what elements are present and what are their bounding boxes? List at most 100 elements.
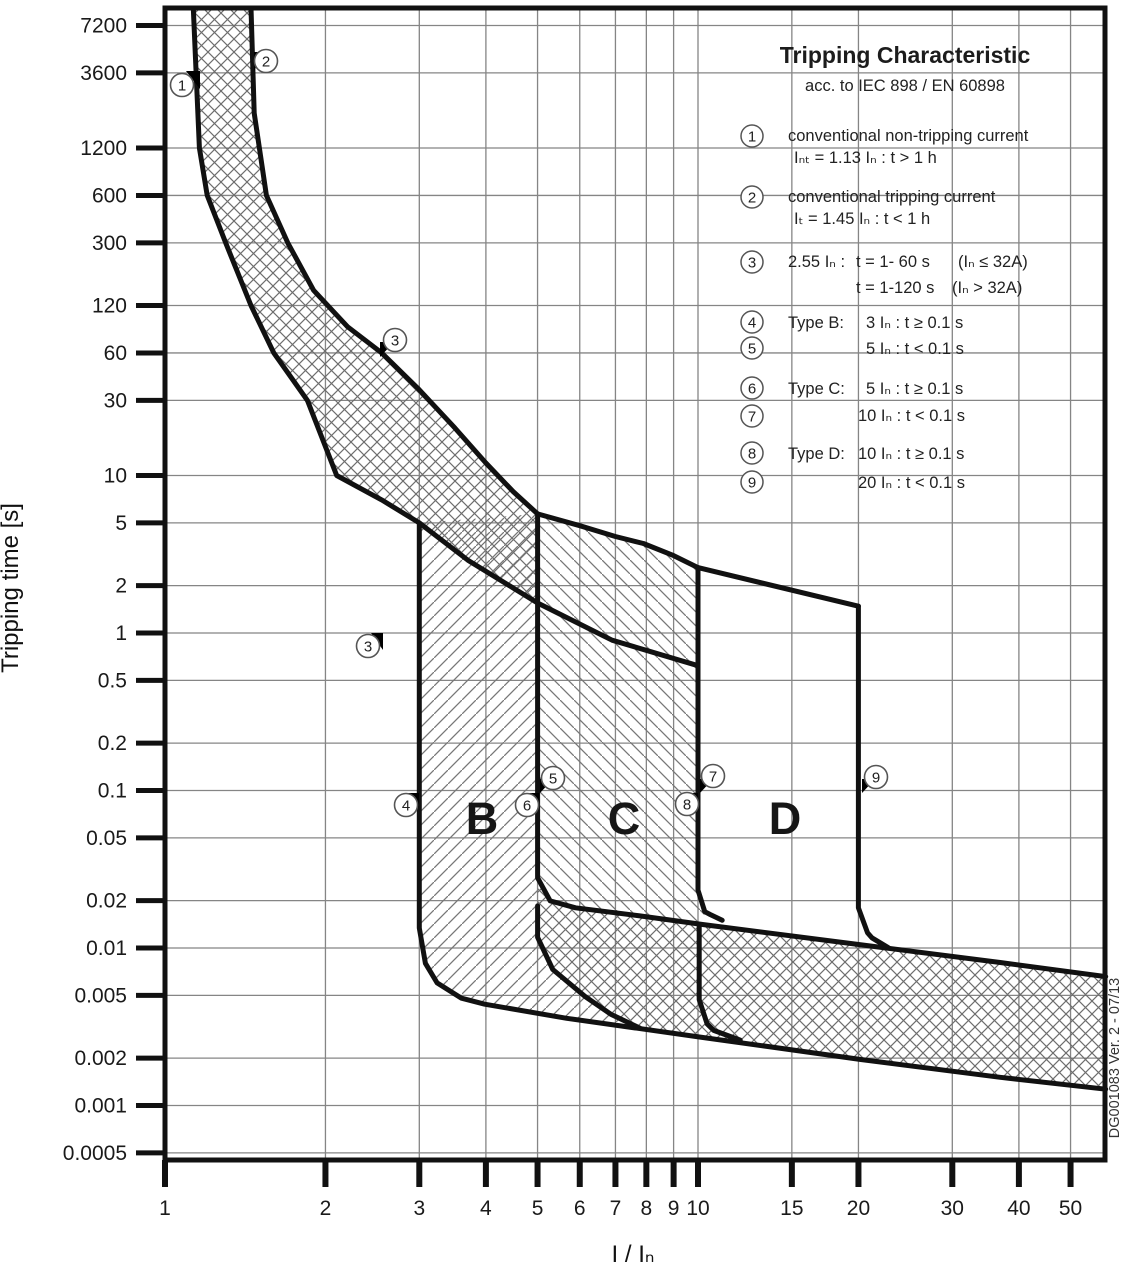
y-tick-label: 0.5 (98, 669, 127, 692)
marker-number-5: 5 (549, 771, 557, 788)
curve-thermal-upper-limit-1.45In-and-D-top (248, 5, 861, 609)
legend-circle-6 (740, 376, 764, 400)
legend-line-3: Iₜ = 1.45 Iₙ : t < 1 h (794, 210, 930, 228)
curve-thermal-lower-limit-1.13In (190, 5, 701, 669)
x-tick-label: 20 (847, 1197, 870, 1220)
x-tick-label: 4 (480, 1197, 492, 1220)
y-tick-label: 120 (92, 295, 127, 318)
y-tick-label: 600 (92, 184, 127, 207)
legend-line-1: Iₙₜ = 1.13 Iₙ : t > 1 h (794, 149, 937, 167)
axis-ticks (136, 22, 1074, 1187)
legend-number-6: 6 (748, 381, 756, 398)
legend-block: 1 2 3 4 5 6 7 8 9 conventional non-tripping curre… (740, 124, 1029, 494)
region-letters: B C D (466, 793, 802, 844)
y-tick-label: 60 (104, 342, 127, 365)
marker-circle-3 (382, 327, 408, 353)
legend-line-15: Type D: (788, 445, 845, 463)
legend-number-1: 1 (748, 129, 756, 146)
legend-number-3: 3 (748, 255, 756, 272)
marker-number-2: 2 (262, 54, 270, 71)
y-tick-label: 0.05 (86, 827, 127, 850)
y-tick-label: 3600 (80, 62, 127, 85)
marker-circle-6 (514, 792, 540, 818)
curve-type-D-right-20In (855, 603, 892, 951)
legend-circle-7 (740, 404, 764, 428)
y-tick-label: 0.0005 (63, 1142, 127, 1165)
x-tick-label: 1 (159, 1197, 171, 1220)
x-tick-label: 3 (413, 1197, 425, 1220)
legend-line-2: conventional tripping current (788, 188, 996, 206)
marker-circle-5 (540, 765, 566, 791)
legend-line-12: Type C: (788, 380, 845, 398)
y-tick-label: 0.002 (74, 1047, 127, 1070)
axis-tick-labels: 7200360012006003001206030105210.50.20.10… (63, 14, 1082, 1220)
x-tick-label: 7 (610, 1197, 622, 1220)
type-B-region (419, 513, 640, 1029)
legend-line-5: t = 1- 60 s (856, 253, 930, 271)
region-label-D: D (769, 793, 802, 844)
marker-circle-1 (169, 72, 195, 98)
marker-circle-3 (355, 633, 381, 659)
x-tick-label: 10 (686, 1197, 709, 1220)
legend-number-7: 7 (748, 409, 756, 426)
y-tick-label: 30 (104, 389, 127, 412)
legend-circle-5 (740, 336, 764, 360)
region-label-C: C (608, 793, 641, 844)
y-tick-label: 7200 (80, 14, 127, 37)
x-tick-label: 40 (1007, 1197, 1030, 1220)
y-tick-label: 0.2 (98, 732, 127, 755)
document-reference-note: DG001083 Ver. 2 - 07/13 (1107, 978, 1123, 1138)
legend-circle-1 (740, 124, 764, 148)
legend-line-11: 5 Iₙ : t < 0.1 s (866, 340, 964, 358)
y-tick-label: 10 (104, 465, 127, 488)
x-tick-label: 9 (668, 1197, 680, 1220)
instantaneous-trip-band (537, 877, 1106, 1090)
legend-line-9: Type B: (788, 314, 844, 332)
y-tick-label: 300 (92, 232, 127, 255)
legend-number-5: 5 (748, 341, 756, 358)
y-tick-label: 0.02 (86, 890, 127, 913)
marker-number-3: 3 (364, 639, 372, 656)
legend-line-17: 20 Iₙ : t < 0.1 s (858, 474, 965, 492)
legend-number-8: 8 (748, 446, 756, 463)
legend-circle-8 (740, 441, 764, 465)
marker-circle-4 (393, 792, 419, 818)
type-C-region (537, 513, 705, 925)
legend-line-7: t = 1-120 s (856, 279, 934, 297)
marker-number-3: 3 (391, 333, 399, 350)
x-tick-label: 8 (641, 1197, 653, 1220)
x-axis-title: I / Iₙ (612, 1241, 655, 1268)
x-tick-label: 2 (320, 1197, 332, 1220)
y-tick-label: 0.01 (86, 937, 127, 960)
legend-line-8: (Iₙ > 32A) (952, 279, 1022, 297)
marker-circle-2 (253, 48, 279, 74)
x-tick-label: 15 (780, 1197, 803, 1220)
chart-point-markers: 1 2 3 3 4 5 6 7 8 9 (169, 48, 889, 818)
legend-circle-3 (740, 250, 764, 274)
legend-line-16: 10 Iₙ : t ≥ 0.1 s (858, 445, 964, 463)
legend-line-10: 3 Iₙ : t ≥ 0.1 s (866, 314, 963, 332)
y-tick-label: 2 (115, 575, 127, 598)
marker-number-7: 7 (709, 769, 717, 786)
marker-number-6: 6 (523, 798, 531, 815)
hatched-regions (193, 8, 1106, 1090)
y-tick-label: 0.001 (74, 1095, 127, 1118)
marker-number-9: 9 (872, 770, 880, 787)
marker-number-1: 1 (178, 78, 186, 95)
characteristic-curves (190, 5, 1109, 1092)
marker-number-4: 4 (402, 798, 410, 815)
legend-number-9: 9 (748, 475, 756, 492)
x-tick-label: 6 (574, 1197, 586, 1220)
x-tick-label: 30 (941, 1197, 964, 1220)
marker-number-8: 8 (683, 797, 691, 814)
legend-line-14: 10 Iₙ : t < 0.1 s (858, 407, 965, 425)
y-tick-label: 5 (115, 512, 127, 535)
y-tick-label: 1 (115, 622, 127, 645)
region-label-B: B (466, 793, 499, 844)
curve-type-CD-boundary-10In-upper (695, 565, 725, 923)
x-tick-label: 50 (1059, 1197, 1082, 1220)
marker-circle-9 (863, 764, 889, 790)
curve-type-B-left-3In-and-bottom-limit (416, 520, 1109, 1092)
